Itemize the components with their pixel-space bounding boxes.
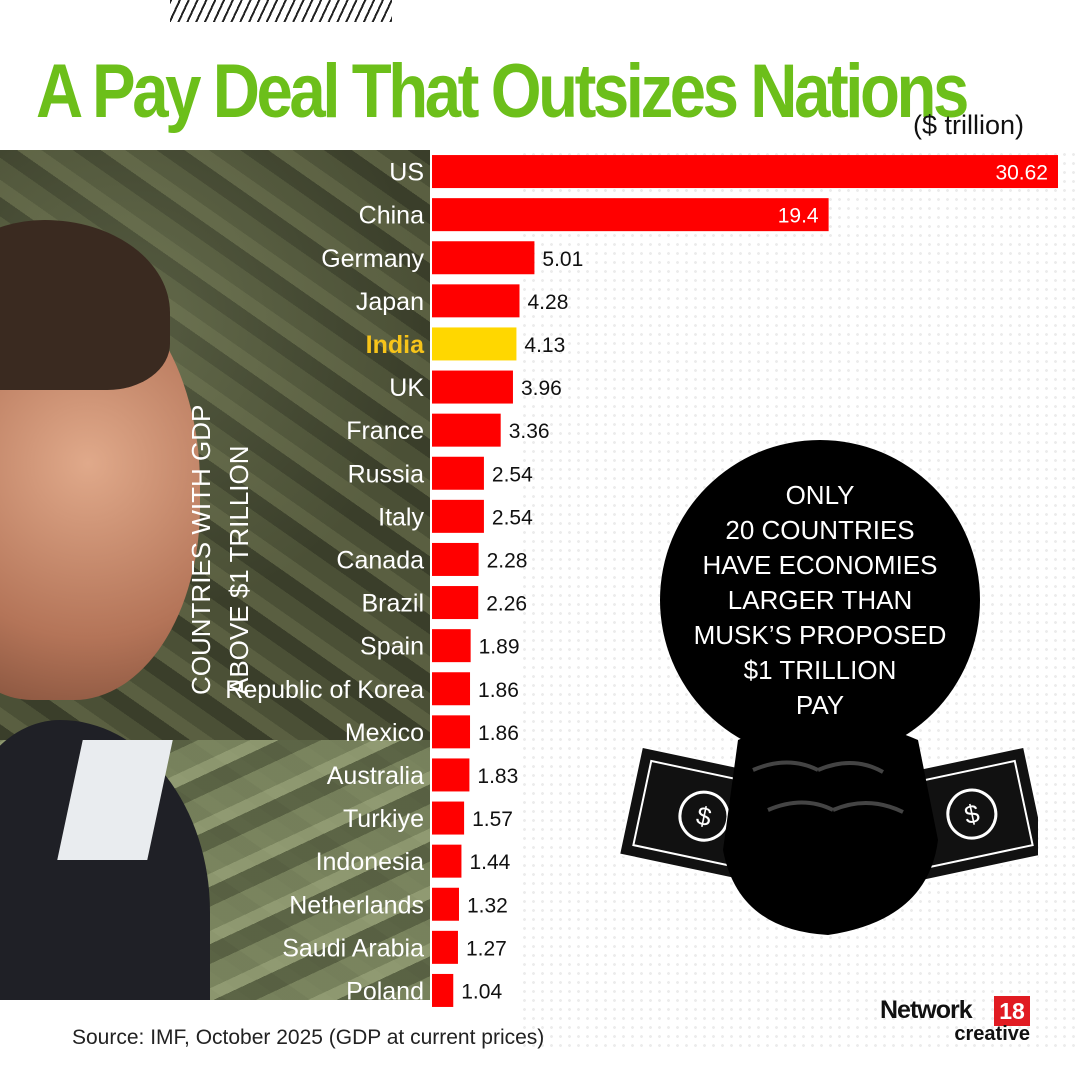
callout-line: LARGER THAN <box>727 584 913 615</box>
bar-japan <box>432 284 520 318</box>
category-label: China <box>359 202 424 230</box>
callout-line: ONLY <box>785 479 855 510</box>
callout-line: HAVE ECONOMIES <box>702 549 938 580</box>
source-note: Source: IMF, October 2025 (GDP at curren… <box>72 1026 545 1049</box>
bar-germany <box>432 241 535 275</box>
category-label: Indonesia <box>316 848 425 876</box>
chart-axis-line <box>430 150 432 1000</box>
bar-mexico <box>432 715 471 749</box>
bar-netherlands <box>432 887 459 921</box>
bar-china <box>432 198 829 232</box>
callout-line: 20 COUNTRIES <box>725 514 915 545</box>
bar-republic-of-korea <box>432 672 471 706</box>
callout-line: $1 TRILLION <box>743 654 897 685</box>
value-label: 1.83 <box>477 765 518 788</box>
bar-india <box>432 327 517 361</box>
bar-us <box>432 155 1058 189</box>
value-label: 3.36 <box>509 420 550 443</box>
value-label: 1.32 <box>467 894 508 917</box>
category-label: Republic of Korea <box>225 676 424 704</box>
callout-line: PAY <box>795 689 845 720</box>
category-label: Japan <box>356 288 424 316</box>
value-label: 4.13 <box>524 334 565 357</box>
value-label: 1.86 <box>478 679 519 702</box>
brand-sub: creative <box>954 1023 1030 1045</box>
value-label: 1.27 <box>466 937 507 960</box>
value-label: 4.28 <box>528 291 569 314</box>
category-label: Mexico <box>345 719 424 747</box>
svg-text:$: $ <box>962 798 983 830</box>
value-label: 1.89 <box>479 636 520 659</box>
bar-canada <box>432 542 479 576</box>
category-label: Turkiye <box>343 805 424 833</box>
value-label: 2.26 <box>486 593 527 616</box>
value-label: 1.57 <box>472 808 513 831</box>
category-label: India <box>366 331 425 359</box>
bar-italy <box>432 499 484 533</box>
value-label: 1.44 <box>469 851 510 874</box>
category-label: France <box>346 417 424 445</box>
decorative-hatch <box>170 0 392 22</box>
brand-name: Network <box>880 996 973 1024</box>
value-label: 1.86 <box>478 722 519 745</box>
category-label: Canada <box>336 546 424 574</box>
bar-uk <box>432 370 513 404</box>
value-label: 19.4 <box>778 205 819 228</box>
callout-circle: ONLY 20 COUNTRIES HAVE ECONOMIES LARGER … <box>660 440 980 760</box>
bar-france <box>432 413 501 447</box>
bar-indonesia <box>432 844 462 878</box>
value-label: 2.28 <box>487 549 528 572</box>
bar-brazil <box>432 586 479 620</box>
bar-russia <box>432 456 484 490</box>
bar-spain <box>432 629 471 663</box>
category-label: Saudi Arabia <box>282 934 424 962</box>
category-label: Italy <box>378 503 424 531</box>
bar-poland <box>432 973 454 1007</box>
bar-turkiye <box>432 801 465 835</box>
category-label: Spain <box>360 633 424 661</box>
callout-line: MUSK’S PROPOSED <box>693 619 947 650</box>
category-label: Russia <box>348 460 425 488</box>
value-label: 5.01 <box>542 248 583 271</box>
category-label: Germany <box>321 245 424 273</box>
category-label: Brazil <box>361 590 424 618</box>
value-label: 2.54 <box>492 463 533 486</box>
value-label: 3.96 <box>521 377 562 400</box>
callout-text: ONLY 20 COUNTRIES HAVE ECONOMIES LARGER … <box>675 478 965 723</box>
value-label: 1.04 <box>461 980 502 1003</box>
category-label: UK <box>389 374 424 402</box>
background-photo: COUNTRIES WITH GDP ABOVE $1 TRILLION <box>0 150 431 1000</box>
bar-australia <box>432 758 470 792</box>
brand-logo: Network 18 creative <box>880 996 1030 1048</box>
fist-with-money-icon: $ $ <box>618 720 1038 935</box>
category-label: Netherlands <box>289 891 424 919</box>
value-label: 30.62 <box>995 162 1048 185</box>
category-label: US <box>389 159 424 187</box>
value-label: 2.54 <box>492 506 533 529</box>
category-label: Poland <box>346 977 424 1005</box>
unit-label: ($ trillion) <box>912 110 1024 140</box>
svg-text:$: $ <box>694 800 715 832</box>
chart-title: A Pay Deal That Outsizes Nations <box>36 49 969 134</box>
bar-saudi-arabia <box>432 930 458 964</box>
brand-number: 18 <box>994 996 1030 1026</box>
category-label: Australia <box>327 762 424 790</box>
